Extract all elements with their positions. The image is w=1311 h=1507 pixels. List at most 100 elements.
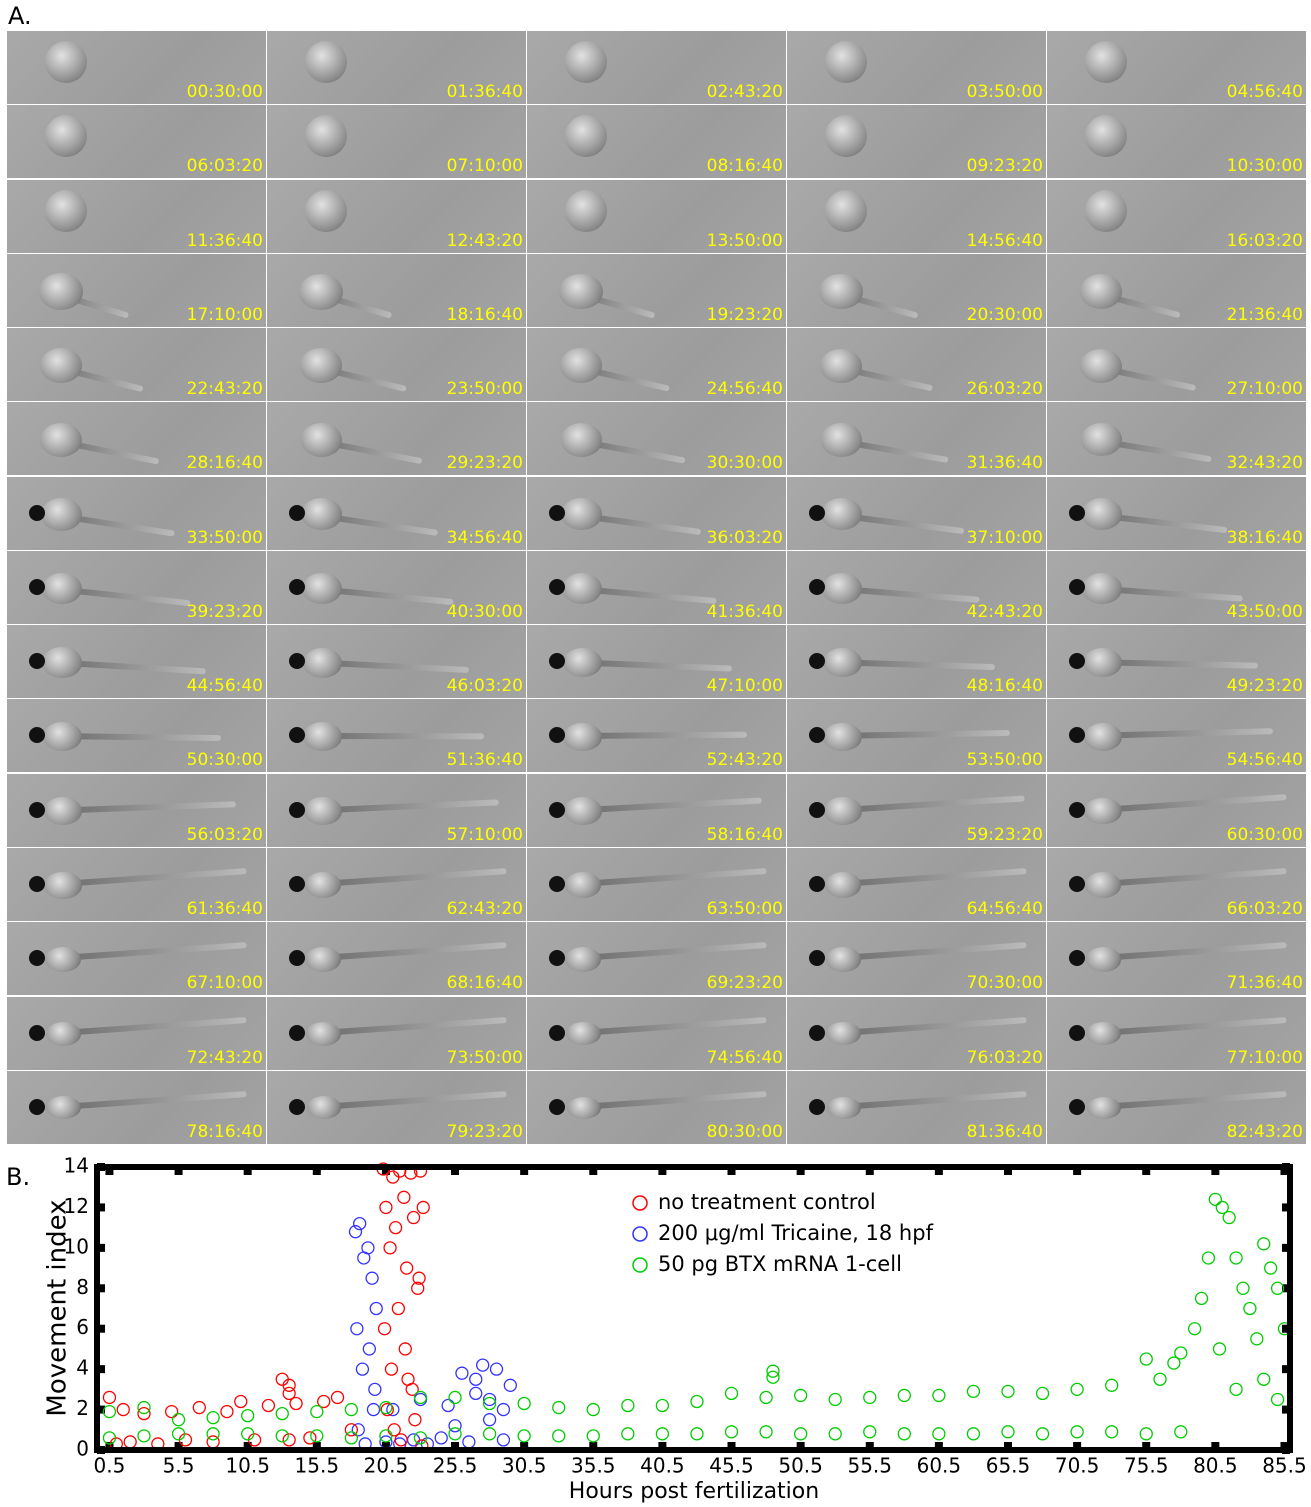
point <box>497 1404 509 1416</box>
point <box>726 1387 738 1399</box>
point <box>207 1428 219 1440</box>
x-tick-label: 50.5 <box>778 1454 823 1478</box>
point <box>384 1242 396 1254</box>
x-tick-label: 60.5 <box>917 1454 962 1478</box>
point <box>369 1383 381 1395</box>
point <box>1106 1426 1118 1438</box>
page: A. 00:30:0001:36:4002:43:2003:50:0004:56… <box>0 0 1311 1507</box>
point <box>356 1363 368 1375</box>
point <box>332 1391 344 1403</box>
point <box>435 1432 447 1444</box>
point <box>408 1212 420 1224</box>
point <box>1071 1383 1083 1395</box>
point <box>311 1430 323 1442</box>
point <box>390 1222 402 1234</box>
point <box>103 1391 115 1403</box>
x-tick-label: 25.5 <box>433 1454 478 1478</box>
point <box>221 1406 233 1418</box>
point <box>103 1406 115 1418</box>
point <box>795 1428 807 1440</box>
point <box>283 1434 295 1446</box>
x-tick-label: 85.5 <box>1262 1454 1307 1478</box>
point <box>351 1323 363 1335</box>
point <box>345 1432 357 1444</box>
point <box>1265 1262 1277 1274</box>
point <box>1037 1387 1049 1399</box>
point <box>587 1404 599 1416</box>
x-tick-label: 10.5 <box>225 1454 270 1478</box>
point <box>402 1373 414 1385</box>
point <box>760 1426 772 1438</box>
point <box>1209 1193 1221 1205</box>
point <box>691 1395 703 1407</box>
y-tick-label: 4 <box>76 1356 89 1380</box>
point <box>1230 1383 1242 1395</box>
y-tick-label: 6 <box>76 1315 89 1339</box>
point <box>504 1379 516 1391</box>
legend-label: no treatment control <box>658 1190 876 1214</box>
point <box>398 1191 410 1203</box>
point <box>1258 1373 1270 1385</box>
point <box>795 1389 807 1401</box>
point <box>442 1400 454 1412</box>
point <box>1230 1252 1242 1264</box>
point <box>363 1343 375 1355</box>
point <box>242 1410 254 1422</box>
point <box>463 1436 475 1448</box>
legend-marker <box>633 1196 647 1210</box>
y-tick-label: 10 <box>64 1234 89 1258</box>
point <box>1223 1212 1235 1224</box>
x-tick-label: 20.5 <box>364 1454 409 1478</box>
point <box>864 1391 876 1403</box>
point <box>760 1391 772 1403</box>
point <box>456 1367 468 1379</box>
point <box>449 1428 461 1440</box>
legend-label: 200 μg/ml Tricaine, 18 hpf <box>658 1221 934 1245</box>
point <box>1251 1333 1263 1345</box>
point <box>933 1428 945 1440</box>
x-tick-label: 0.5 <box>94 1454 126 1478</box>
point <box>193 1402 205 1414</box>
point <box>207 1412 219 1424</box>
point <box>622 1400 634 1412</box>
legend-marker <box>633 1227 647 1241</box>
point <box>367 1404 379 1416</box>
point <box>395 1434 407 1446</box>
point <box>864 1426 876 1438</box>
point <box>477 1359 489 1371</box>
panel-label: B. <box>6 1163 30 1191</box>
point <box>385 1363 397 1375</box>
point <box>276 1408 288 1420</box>
x-tick-label: 5.5 <box>163 1454 195 1478</box>
point <box>518 1430 530 1442</box>
point <box>726 1426 738 1438</box>
point <box>898 1389 910 1401</box>
x-tick-label: 70.5 <box>1055 1454 1100 1478</box>
point <box>1037 1428 1049 1440</box>
point <box>1202 1252 1214 1264</box>
point <box>622 1428 634 1440</box>
chart: B. Hours post fertilization Movement ind… <box>0 0 1311 1507</box>
x-tick-label: 80.5 <box>1193 1454 1238 1478</box>
point <box>829 1393 841 1405</box>
point <box>1154 1373 1166 1385</box>
point <box>1237 1282 1249 1294</box>
point <box>311 1406 323 1418</box>
x-tick-label: 75.5 <box>1124 1454 1169 1478</box>
x-tick-label: 30.5 <box>502 1454 547 1478</box>
point <box>1272 1282 1284 1294</box>
point <box>691 1428 703 1440</box>
point <box>1071 1426 1083 1438</box>
point <box>166 1406 178 1418</box>
point <box>1272 1393 1284 1405</box>
x-tick-label: 15.5 <box>295 1454 340 1478</box>
point <box>417 1201 429 1213</box>
y-tick-label: 0 <box>76 1437 89 1461</box>
point <box>1258 1238 1270 1250</box>
point <box>553 1430 565 1442</box>
x-axis-label: Hours post fertilization <box>569 1479 819 1504</box>
point <box>370 1303 382 1315</box>
point <box>409 1414 421 1426</box>
point <box>352 1424 364 1436</box>
y-tick-label: 2 <box>76 1396 89 1420</box>
